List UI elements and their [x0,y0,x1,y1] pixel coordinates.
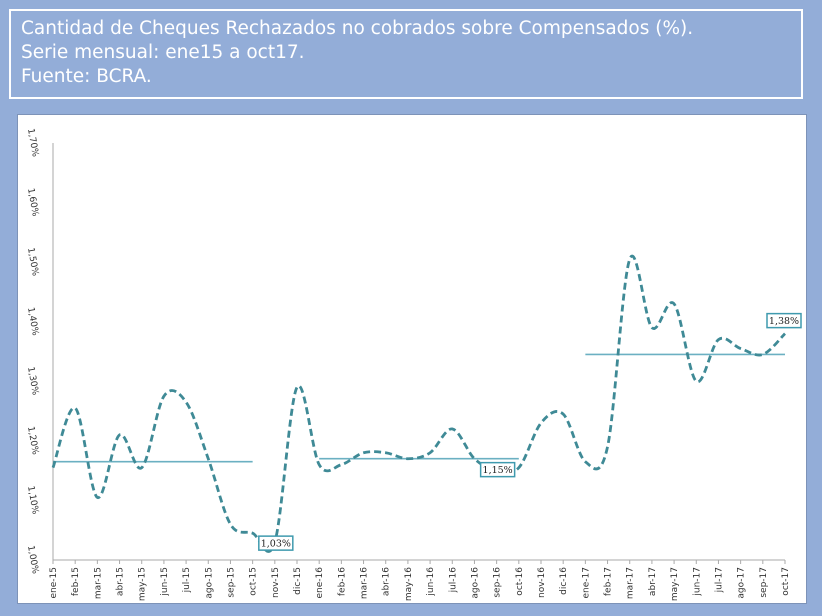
x-tick-label: ago-17 [737,567,747,599]
x-tick-label: nov-15 [271,567,281,598]
x-tick-label: may-17 [670,567,680,601]
data-label-box [766,312,802,329]
x-tick-label: may-15 [138,567,148,601]
y-tick-label: 1,50% [25,247,40,277]
x-tick-label: jul-16 [448,567,458,594]
chart-title-box: Cantidad de Cheques Rechazados no cobrad… [9,9,803,99]
x-tick-label: jul-15 [182,567,192,593]
x-tick-label: sep-15 [226,567,236,598]
x-tick-label: jun-17 [692,567,702,597]
y-tick-label: 1,40% [25,306,40,336]
subtitle-source: Fuente: BCRA. [21,66,152,87]
x-tick-label: abr-17 [648,567,658,596]
x-tick-label: oct-17 [781,567,791,596]
x-tick-label: feb-15 [71,567,81,596]
data-label: 1,03% [261,539,291,550]
chart-panel [17,114,807,604]
title-line: Cantidad de Cheques Rechazados no cobrad… [21,18,694,39]
x-tick-label: oct-15 [249,567,259,596]
y-tick-label: 1,10% [25,485,40,515]
x-tick-label: jun-15 [160,567,170,597]
x-tick-label: jul-17 [714,567,724,593]
series-line [51,254,787,553]
y-tick-label: 1,60% [25,187,40,217]
x-tick-label: mar-15 [93,567,103,599]
y-tick-label: 1,30% [25,366,40,396]
x-tick-label: feb-16 [337,567,347,596]
x-tick-label: sep-16 [493,567,503,598]
y-tick-label: 1,70% [25,128,40,158]
x-tick-label: dic-15 [293,567,303,595]
data-label-box [479,461,516,478]
x-tick-label: mar-16 [360,567,370,599]
x-tick-label: oct-16 [515,567,525,596]
y-tick-label: 1,00% [25,545,40,575]
x-tick-label: ago-16 [470,567,480,599]
x-tick-label: ene-15 [49,567,59,598]
x-tick-label: mar-17 [626,567,636,599]
x-tick-label: abr-16 [382,567,392,596]
x-tick-label: may-16 [404,567,414,601]
x-tick-label: jun-16 [426,567,436,597]
data-label: 1,38% [769,316,799,327]
subtitle-series: Serie mensual: ene15 a oct17. [21,42,305,63]
x-tick-label: dic-16 [559,567,569,595]
y-tick-label: 1,20% [25,426,40,456]
x-tick-label: nov-16 [537,567,547,598]
x-tick-label: ago-15 [204,567,214,599]
data-label: 1,15% [483,465,513,476]
x-tick-label: abr-15 [116,567,126,596]
x-tick-label: feb-17 [604,567,614,596]
data-label-box [258,535,294,551]
x-tick-label: ene-17 [581,567,591,598]
x-tick-label: sep-17 [759,567,769,598]
x-tick-label: ene-16 [315,567,325,599]
